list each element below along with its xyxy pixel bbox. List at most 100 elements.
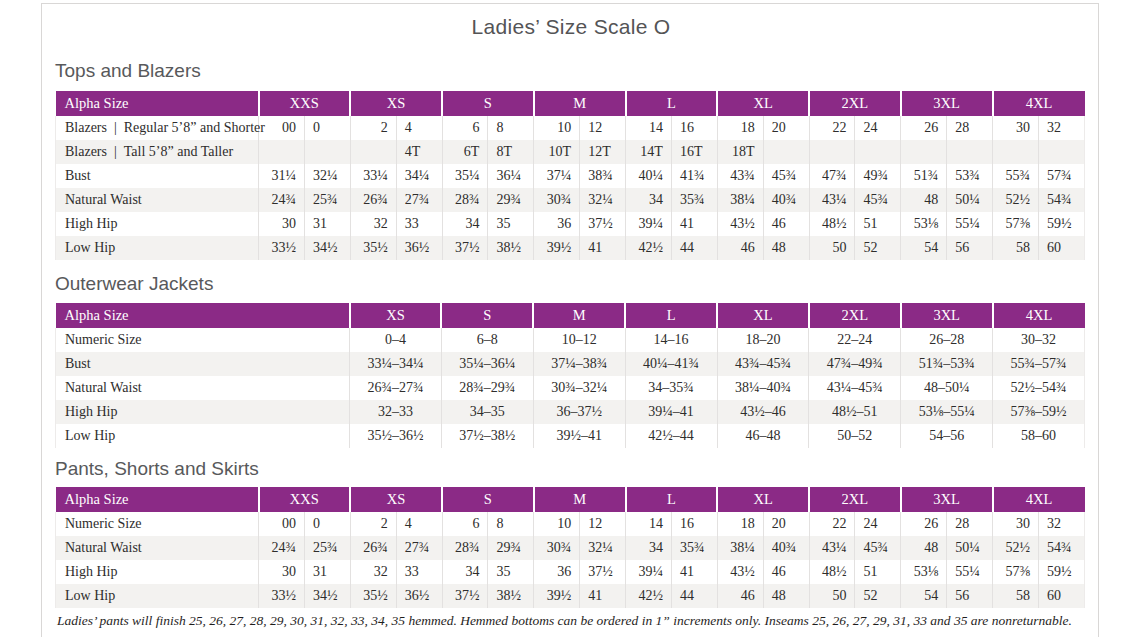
size-column-header-4xl: 4XL xyxy=(993,91,1085,116)
value-cell: 38¼–40¾ xyxy=(717,376,809,400)
value-cell: 6 xyxy=(442,116,488,140)
value-cell: 10 xyxy=(534,512,580,536)
value-cell: 37½ xyxy=(580,560,626,584)
value-cell xyxy=(993,140,1039,164)
value-cell: 31¼ xyxy=(259,164,305,188)
value-cell: 27¾ xyxy=(396,188,442,212)
value-cell: 35¾ xyxy=(671,188,717,212)
value-cell: 36 xyxy=(534,212,580,236)
section-heading-pants-shorts-skirts: Pants, Shorts and Skirts xyxy=(55,458,1087,480)
alpha-size-column-header: Alpha Size xyxy=(56,303,350,328)
value-cell xyxy=(1038,140,1084,164)
value-cell: 34¼ xyxy=(396,164,442,188)
value-cell: 37½ xyxy=(580,212,626,236)
value-cell: 42½–44 xyxy=(625,424,717,448)
value-cell: 4T xyxy=(396,140,442,164)
value-cell: 41 xyxy=(671,212,717,236)
size-column-header-3xl: 3XL xyxy=(901,487,993,512)
value-cell: 39¼ xyxy=(626,560,672,584)
row-label: Natural Waist xyxy=(56,188,259,212)
value-cell: 58–60 xyxy=(993,424,1085,448)
header-row: Alpha SizeXXSXSSMLXL2XL3XL4XL xyxy=(56,91,1085,116)
value-cell: 50 xyxy=(809,236,855,260)
row-label: Blazers | Regular 5’8” and Shorter xyxy=(56,116,259,140)
value-cell: 30 xyxy=(259,560,305,584)
value-cell: 40¾ xyxy=(763,188,809,212)
value-cell: 25¾ xyxy=(304,188,350,212)
value-cell: 55¾–57¾ xyxy=(993,352,1085,376)
size-column-header-2xl: 2XL xyxy=(809,303,901,328)
row-label: High Hip xyxy=(56,560,259,584)
value-cell: 36–37½ xyxy=(533,400,625,424)
value-cell: 26 xyxy=(901,512,947,536)
row-label: Low Hip xyxy=(56,424,350,448)
value-cell: 24¾ xyxy=(259,188,305,212)
value-cell: 4 xyxy=(396,512,442,536)
value-cell: 31 xyxy=(304,212,350,236)
value-cell: 29¾ xyxy=(488,536,534,560)
value-cell: 54 xyxy=(901,236,947,260)
value-cell: 31 xyxy=(304,560,350,584)
value-cell xyxy=(855,140,901,164)
value-cell: 6T xyxy=(442,140,488,164)
value-cell xyxy=(947,140,993,164)
value-cell: 45¾ xyxy=(855,536,901,560)
value-cell: 2 xyxy=(350,512,396,536)
value-cell: 8 xyxy=(488,512,534,536)
value-cell: 57⅜–59½ xyxy=(993,400,1085,424)
table-row: Natural Waist26¾–27¾28¾–29¾30¾–32¼34–35¾… xyxy=(56,376,1085,400)
value-cell: 18–20 xyxy=(717,328,809,352)
pants-shorts-and-skirts-table: Alpha SizeXXSXSSMLXL2XL3XL4XLNumeric Siz… xyxy=(55,487,1085,608)
value-cell: 52½ xyxy=(993,188,1039,212)
value-cell: 6–8 xyxy=(441,328,533,352)
value-cell: 10 xyxy=(534,116,580,140)
value-cell: 33¼ xyxy=(350,164,396,188)
section-heading-tops-and-blazers: Tops and Blazers xyxy=(55,60,1087,82)
table-row: Low Hip33½34½35½36½37½38½39½4142½4446485… xyxy=(56,584,1085,608)
value-cell: 35 xyxy=(488,212,534,236)
page-content: Ladies’ Size Scale O Tops and Blazers Al… xyxy=(55,0,1087,629)
value-cell: 47¾ xyxy=(809,164,855,188)
value-cell: 10T xyxy=(534,140,580,164)
row-label: Natural Waist xyxy=(56,536,259,560)
value-cell: 33 xyxy=(396,560,442,584)
value-cell: 34–35¾ xyxy=(625,376,717,400)
value-cell: 16T xyxy=(671,140,717,164)
value-cell: 14 xyxy=(626,512,672,536)
value-cell: 30 xyxy=(993,116,1039,140)
value-cell: 34 xyxy=(626,188,672,212)
value-cell: 50–52 xyxy=(809,424,901,448)
value-cell: 57⅜ xyxy=(993,212,1039,236)
row-label: Bust xyxy=(56,352,350,376)
value-cell: 29¾ xyxy=(488,188,534,212)
value-cell: 20 xyxy=(763,512,809,536)
value-cell: 36¼ xyxy=(488,164,534,188)
size-column-header-xxs: XXS xyxy=(259,487,351,512)
value-cell: 28¾–29¾ xyxy=(441,376,533,400)
value-cell: 30–32 xyxy=(993,328,1085,352)
value-cell: 32 xyxy=(1038,512,1084,536)
value-cell: 00 xyxy=(259,116,305,140)
value-cell: 22 xyxy=(809,116,855,140)
size-column-header-m: M xyxy=(533,303,625,328)
value-cell: 44 xyxy=(671,584,717,608)
value-cell: 48 xyxy=(763,584,809,608)
section-outerwear-jackets: Outerwear Jackets Alpha SizeXSSMLXL2XL3X… xyxy=(55,273,1087,448)
value-cell: 0 xyxy=(304,512,350,536)
value-cell: 8 xyxy=(488,116,534,140)
value-cell: 10–12 xyxy=(533,328,625,352)
value-cell: 37¼ xyxy=(534,164,580,188)
value-cell: 39½ xyxy=(534,236,580,260)
value-cell: 35¾ xyxy=(671,536,717,560)
value-cell: 38½ xyxy=(488,236,534,260)
value-cell: 54–56 xyxy=(901,424,993,448)
value-cell: 55¼ xyxy=(947,560,993,584)
section-pants-shorts-skirts: Pants, Shorts and Skirts Alpha SizeXXSXS… xyxy=(55,458,1087,608)
value-cell: 35¼ xyxy=(442,164,488,188)
size-column-header-2xl: 2XL xyxy=(809,91,901,116)
value-cell: 34½ xyxy=(304,584,350,608)
size-column-header-4xl: 4XL xyxy=(993,487,1085,512)
alpha-size-column-header: Alpha Size xyxy=(56,91,259,116)
value-cell: 38¼ xyxy=(717,536,763,560)
value-cell: 18 xyxy=(717,116,763,140)
